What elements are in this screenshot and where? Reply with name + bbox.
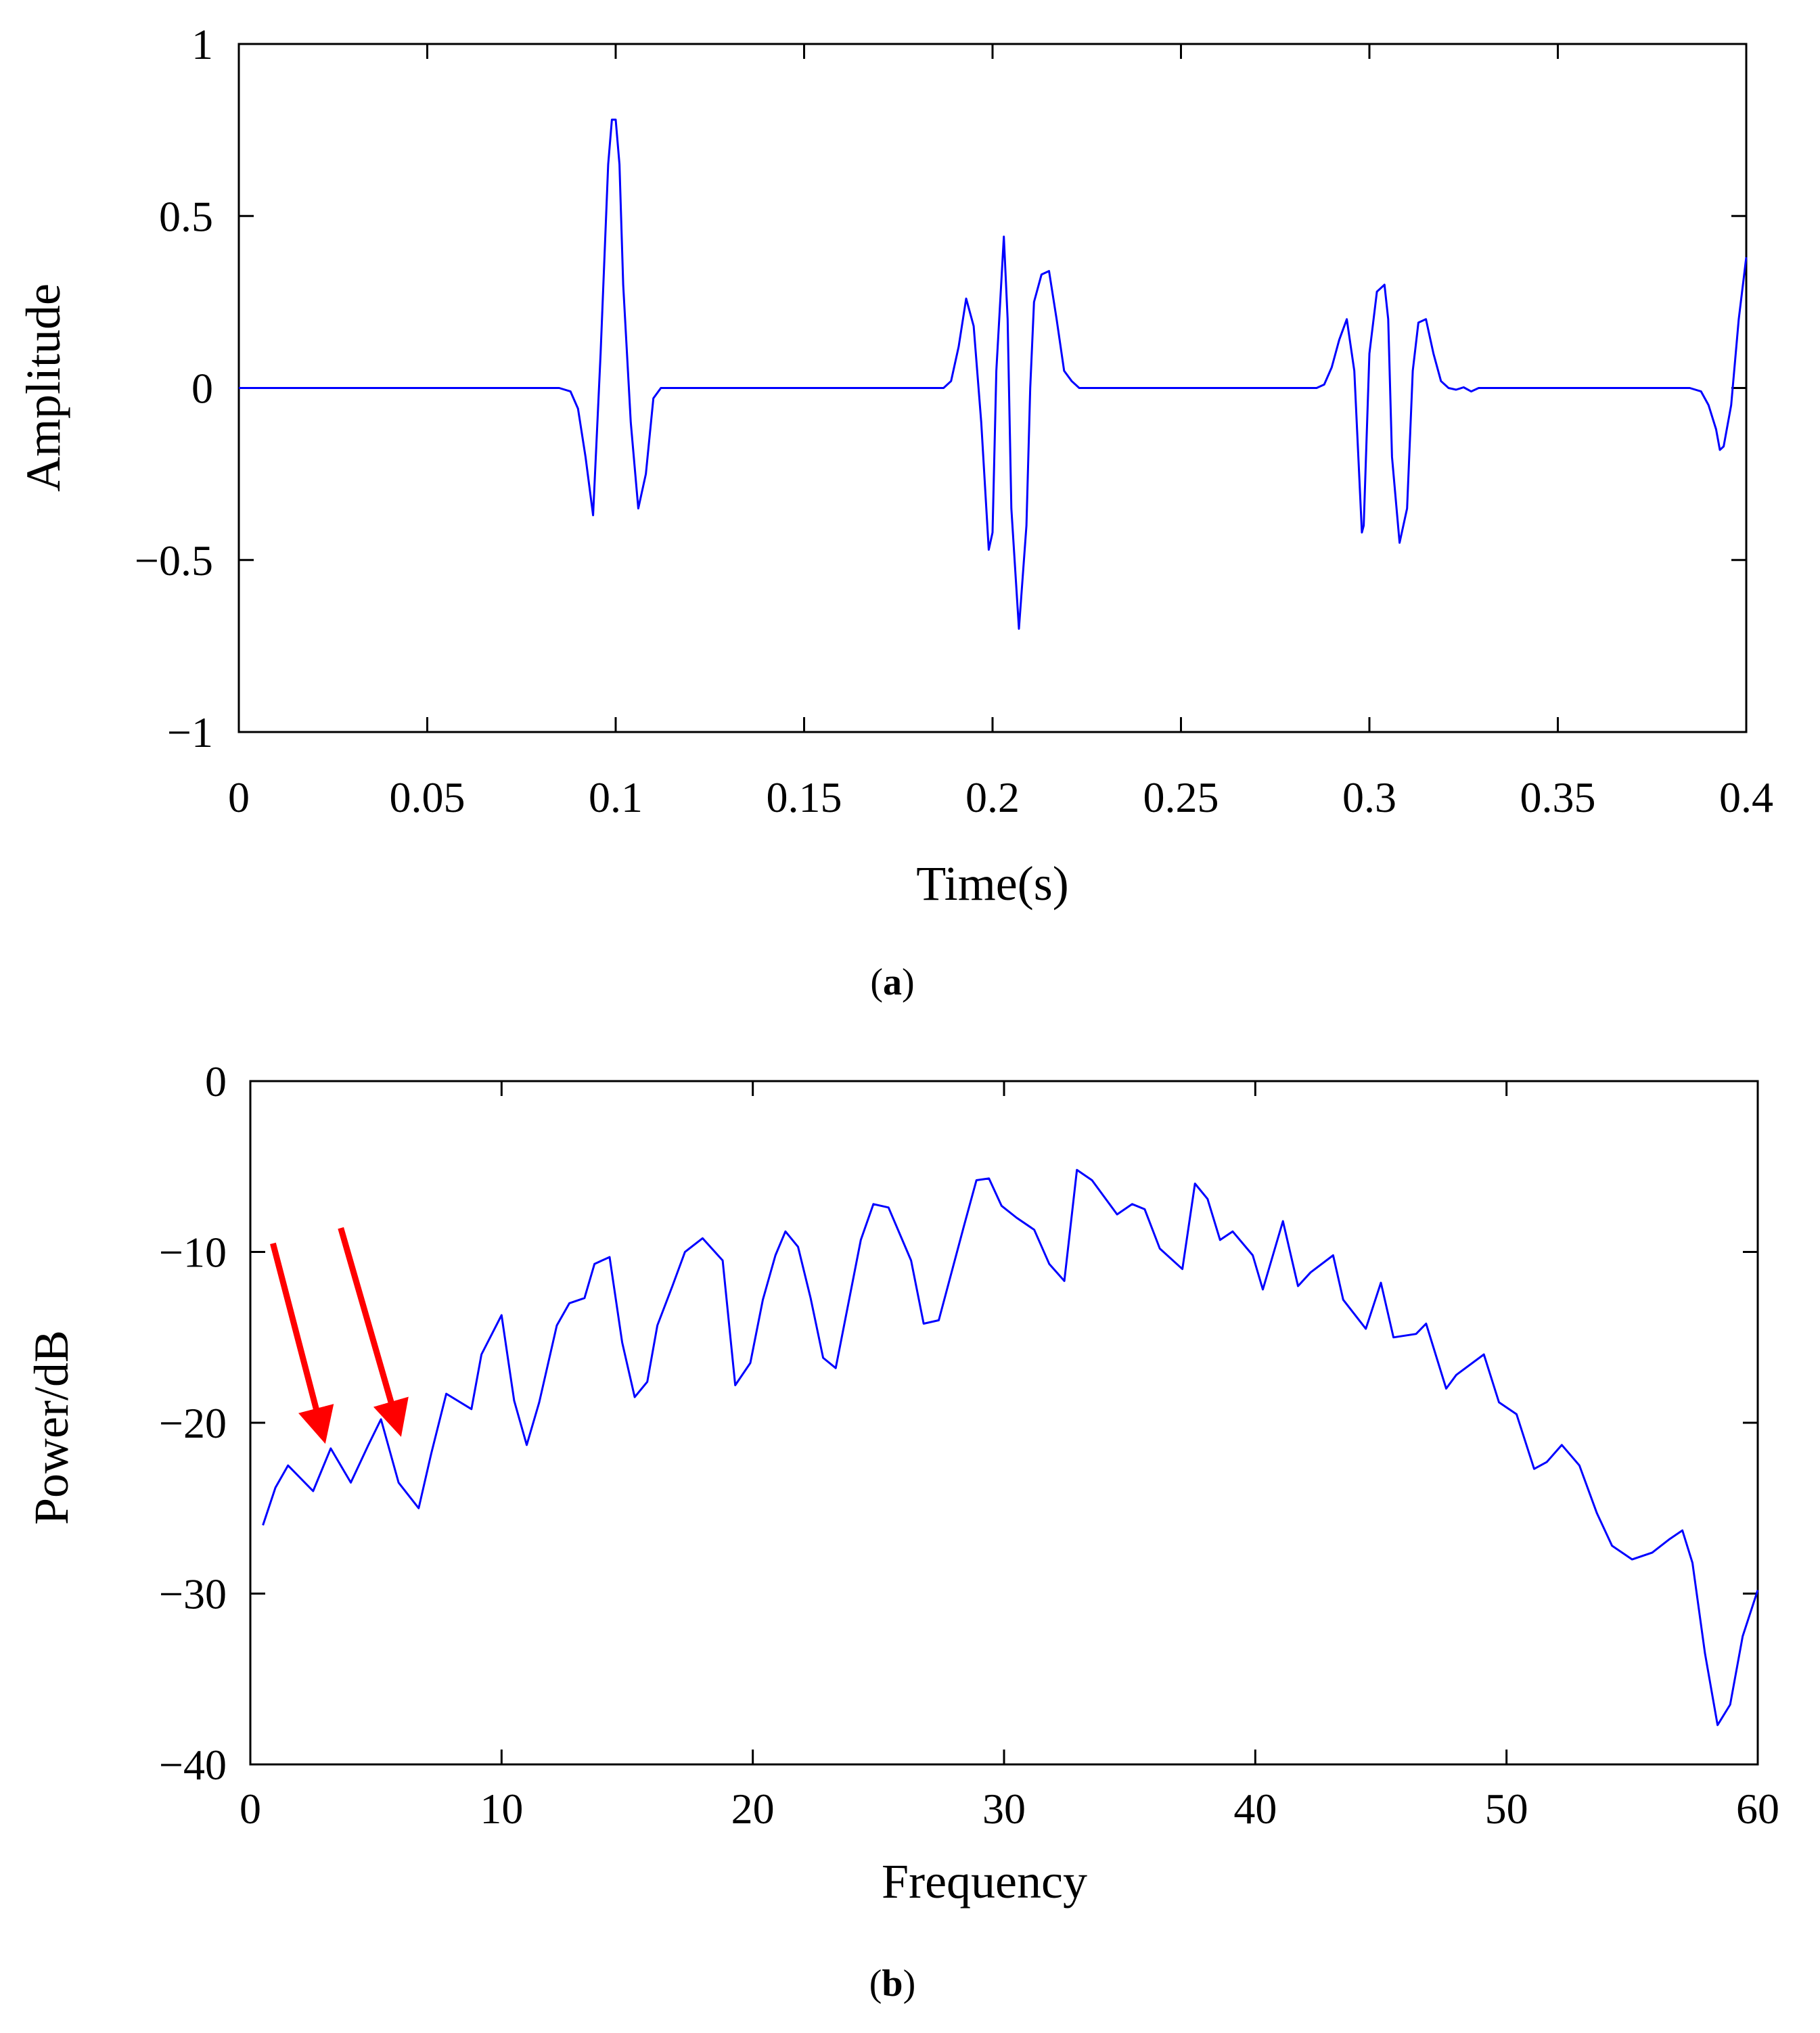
panel-label-b: b xyxy=(882,1963,903,2005)
panel-caption-b: (b) xyxy=(869,1963,915,2005)
spectrum-line xyxy=(262,1168,1759,1727)
x-tick-label: 0.05 xyxy=(390,773,465,821)
tick-marks-b xyxy=(249,1080,1759,1766)
x-tick-label: 0.1 xyxy=(589,773,643,821)
x-tick-label: 0.25 xyxy=(1143,773,1219,821)
tick-marks-a xyxy=(237,43,1748,733)
x-tick-labels-a: 0 0.05 0.1 0.15 0.2 0.25 0.3 0.35 0.4 xyxy=(228,773,1773,821)
y-tick-label: 0 xyxy=(191,365,213,413)
red-arrow-annotation xyxy=(338,1227,409,1437)
x-tick-label: 30 xyxy=(982,1785,1026,1833)
y-tick-label: 1 xyxy=(191,20,213,68)
y-tick-labels-a: 1 0.5 0 −0.5 −1 xyxy=(135,20,213,756)
y-tick-label: −0.5 xyxy=(135,536,213,585)
panel-label-a: a xyxy=(883,961,902,1003)
x-tick-label: 0.15 xyxy=(767,773,842,821)
x-tick-label: 40 xyxy=(1233,1785,1277,1833)
y-tick-label: −10 xyxy=(159,1229,227,1277)
y-tick-label: −30 xyxy=(159,1570,227,1618)
panel-caption-a: (a) xyxy=(870,961,914,1003)
chart-panel-a: 0 0.05 0.1 0.15 0.2 0.25 0.3 0.35 0.4 1 0.5 0 −0.5 −… xyxy=(16,20,1773,1003)
x-tick-label: 0.3 xyxy=(1342,773,1396,821)
red-arrow-annotation xyxy=(270,1242,334,1444)
x-tick-label: 0.35 xyxy=(1520,773,1596,821)
chart-panel-b: 0 10 20 30 40 50 60 0 −10 −20 −30 −40 Frequency Po… xyxy=(24,1057,1779,2005)
x-tick-label: 10 xyxy=(480,1785,523,1833)
annotations-b xyxy=(270,1227,409,1444)
y-tick-label: 0.5 xyxy=(159,192,213,240)
x-tick-label: 0.2 xyxy=(965,773,1020,821)
plot-frame-b xyxy=(249,1080,1759,1766)
x-tick-label: 0 xyxy=(240,1785,261,1833)
y-tick-label: 0 xyxy=(205,1057,227,1105)
y-tick-label: −1 xyxy=(167,708,213,756)
x-tick-label: 0 xyxy=(228,773,250,821)
x-axis-title-a: Time(s) xyxy=(916,856,1068,911)
y-tick-label: −40 xyxy=(159,1741,227,1789)
x-tick-label: 50 xyxy=(1485,1785,1528,1833)
signal-line xyxy=(239,118,1748,630)
x-tick-labels-b: 0 10 20 30 40 50 60 xyxy=(240,1785,1779,1833)
x-tick-label: 20 xyxy=(731,1785,775,1833)
x-tick-label: 60 xyxy=(1736,1785,1779,1833)
y-axis-title-a: Amplitude xyxy=(16,283,70,492)
y-axis-title-b: Power/dB xyxy=(24,1330,78,1525)
x-axis-title-b: Frequency xyxy=(882,1854,1087,1909)
y-tick-label: −20 xyxy=(159,1399,227,1447)
x-tick-label: 0.4 xyxy=(1719,773,1773,821)
y-tick-labels-b: 0 −10 −20 −30 −40 xyxy=(159,1057,227,1789)
